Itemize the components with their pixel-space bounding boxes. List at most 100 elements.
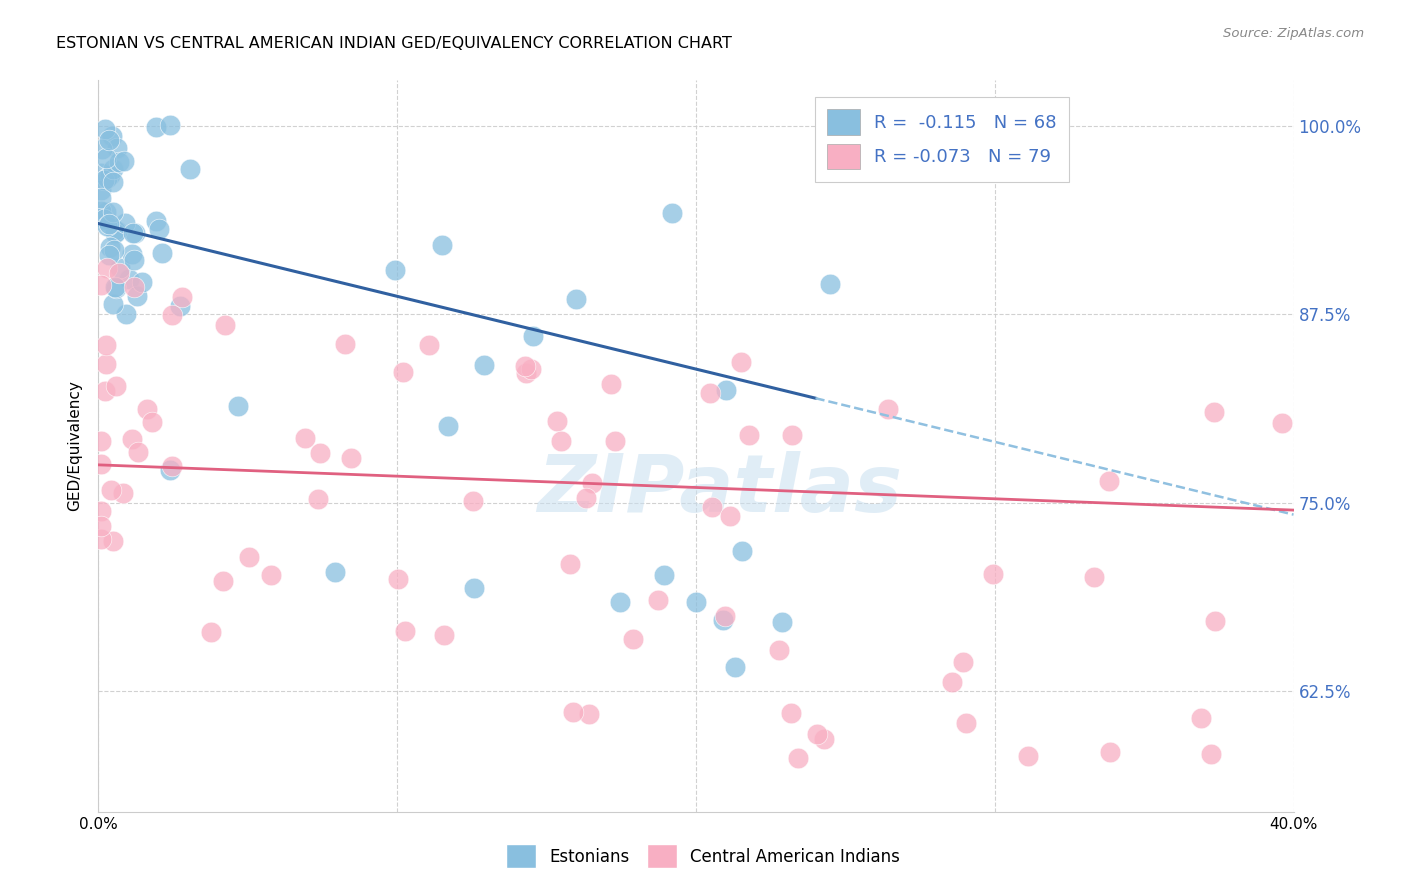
Point xyxy=(104,226,127,240)
Point xyxy=(105,224,128,238)
Point xyxy=(418,338,440,352)
Point xyxy=(159,463,181,477)
Text: ZIPatlas: ZIPatlas xyxy=(537,450,903,529)
Point xyxy=(93,121,115,136)
Point xyxy=(103,244,125,258)
Point xyxy=(127,289,149,303)
Point xyxy=(94,151,117,165)
Point xyxy=(522,329,544,343)
Point xyxy=(131,275,153,289)
Point xyxy=(152,246,174,260)
Point xyxy=(169,299,191,313)
Point xyxy=(121,432,143,446)
Point xyxy=(90,519,112,533)
Point xyxy=(513,359,536,373)
Point xyxy=(103,533,125,548)
Point xyxy=(515,366,537,380)
Point xyxy=(724,660,747,674)
Point xyxy=(145,120,167,134)
Point xyxy=(90,532,112,546)
Point xyxy=(787,750,810,764)
Point xyxy=(162,458,184,473)
Point xyxy=(780,427,803,442)
Point xyxy=(806,727,828,741)
Point xyxy=(114,307,136,321)
Point xyxy=(731,544,754,558)
Point xyxy=(112,154,135,169)
Point xyxy=(1204,614,1226,628)
Point xyxy=(105,379,128,393)
Point xyxy=(101,296,124,310)
Point xyxy=(112,486,135,500)
Point xyxy=(581,475,603,490)
Point xyxy=(98,168,121,182)
Point xyxy=(90,434,112,448)
Point xyxy=(575,491,598,506)
Point xyxy=(685,595,707,609)
Point xyxy=(770,615,793,629)
Point xyxy=(238,550,260,565)
Point xyxy=(96,219,118,234)
Point xyxy=(941,674,963,689)
Point xyxy=(98,240,121,254)
Point xyxy=(179,161,201,176)
Point xyxy=(104,223,127,237)
Legend: Estonians, Central American Indians: Estonians, Central American Indians xyxy=(499,838,907,875)
Y-axis label: GED/Equivalency: GED/Equivalency xyxy=(67,381,83,511)
Point xyxy=(780,706,803,721)
Point xyxy=(392,365,415,379)
Point xyxy=(1098,745,1121,759)
Point xyxy=(162,308,184,322)
Point xyxy=(1199,747,1222,761)
Point xyxy=(93,173,115,187)
Point xyxy=(103,280,125,294)
Point xyxy=(813,732,835,747)
Point xyxy=(124,226,146,240)
Point xyxy=(387,572,409,586)
Point xyxy=(433,628,456,642)
Point xyxy=(200,625,222,640)
Point xyxy=(226,399,249,413)
Point xyxy=(546,413,568,427)
Point xyxy=(90,204,112,219)
Point xyxy=(122,226,145,240)
Point xyxy=(110,260,132,275)
Point xyxy=(122,279,145,293)
Point xyxy=(519,362,541,376)
Point xyxy=(561,705,583,719)
Point xyxy=(599,377,621,392)
Point xyxy=(212,574,235,588)
Point xyxy=(122,253,145,268)
Point xyxy=(90,183,112,197)
Point xyxy=(90,504,112,518)
Point xyxy=(432,237,454,252)
Point xyxy=(107,141,129,155)
Point xyxy=(94,204,117,219)
Point xyxy=(609,595,631,609)
Point xyxy=(159,118,181,132)
Text: ESTONIAN VS CENTRAL AMERICAN INDIAN GED/EQUIVALENCY CORRELATION CHART: ESTONIAN VS CENTRAL AMERICAN INDIAN GED/… xyxy=(56,36,733,51)
Point xyxy=(472,359,495,373)
Point xyxy=(100,483,122,497)
Point xyxy=(96,261,118,276)
Point xyxy=(107,266,129,280)
Point xyxy=(1189,711,1212,725)
Point xyxy=(700,500,723,515)
Point xyxy=(214,318,236,333)
Point xyxy=(436,419,458,434)
Point xyxy=(952,655,974,669)
Point xyxy=(730,355,752,369)
Point xyxy=(550,434,572,448)
Point xyxy=(94,338,117,352)
Point xyxy=(96,357,118,371)
Point xyxy=(121,246,143,260)
Point xyxy=(384,263,406,277)
Point xyxy=(983,567,1005,582)
Point xyxy=(1083,569,1105,583)
Point xyxy=(652,568,675,582)
Point xyxy=(768,643,790,657)
Point xyxy=(90,191,112,205)
Point xyxy=(578,706,600,721)
Point xyxy=(713,613,735,627)
Point xyxy=(1271,416,1294,430)
